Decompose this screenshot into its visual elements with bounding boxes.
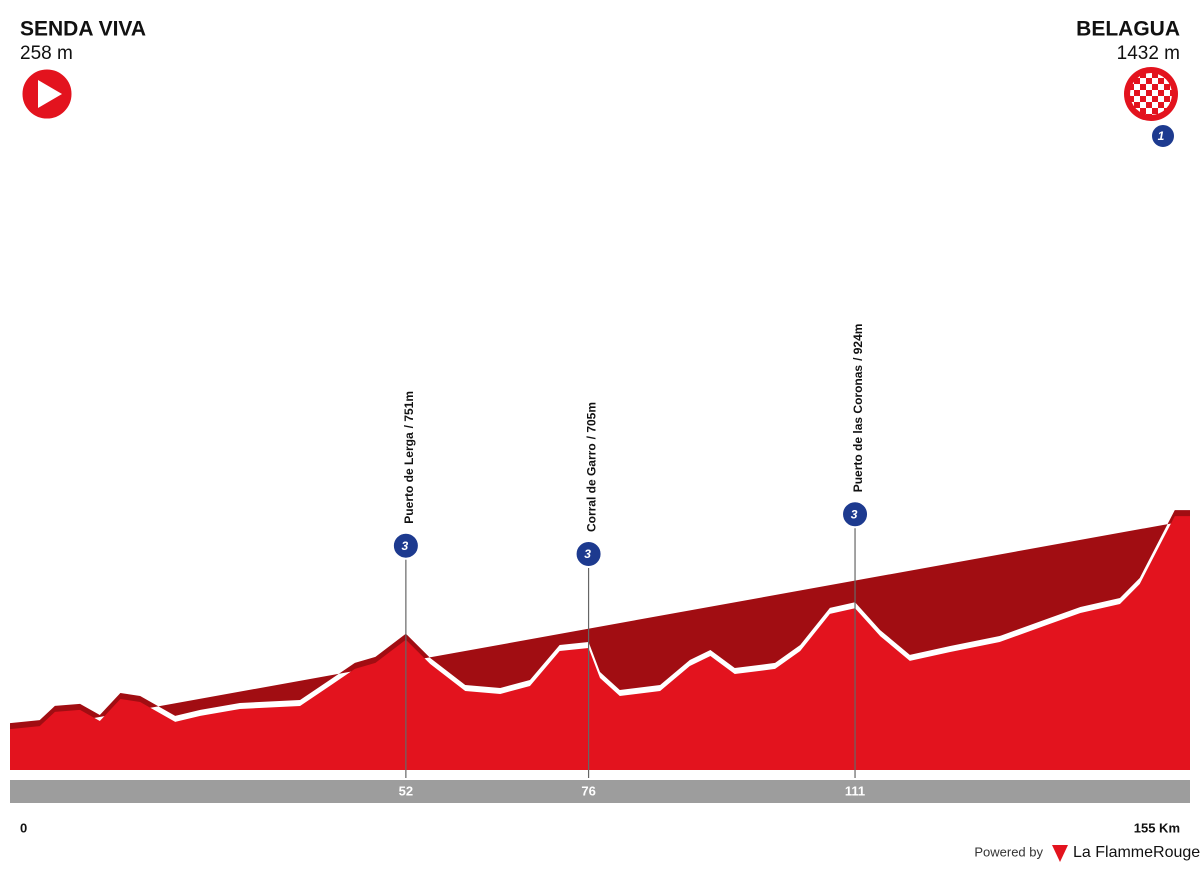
climb-name: Puerto de Lerga / 751m [402, 391, 416, 524]
start-icon [19, 66, 75, 122]
finish-altitude: 1432 m [1117, 43, 1180, 64]
credit-brand: La FlammeRouge [1073, 844, 1200, 861]
climb-altitude: / 751m [402, 391, 416, 428]
start-name: SENDA VIVA [20, 18, 146, 41]
finish-icon [1124, 67, 1178, 121]
x-tick-label: 52 [399, 783, 413, 798]
climb-name: Puerto de las Coronas / 924m [851, 324, 865, 493]
climb-label: Puerto de las Coronas / 924m [851, 324, 865, 493]
climb-badge [841, 500, 870, 529]
climb-badge [574, 540, 603, 569]
category-badge: 3 [584, 547, 591, 561]
x-tick-label: 0 [20, 820, 27, 835]
climb-name: Puerto de las Coronas [851, 365, 865, 493]
climb-name: Corral de Garro [585, 443, 599, 532]
climb-altitude: / 705m [585, 402, 599, 439]
category-badge: 1 [1158, 129, 1165, 143]
climb-label: Corral de Garro / 705m [585, 402, 599, 532]
finish-name: BELAGUA [1076, 18, 1180, 41]
climb-label: Puerto de Lerga / 751m [402, 391, 416, 524]
climb-badge [391, 531, 420, 560]
climb-altitude: / 924m [851, 324, 865, 361]
finish-category: 1 [1150, 123, 1176, 149]
climb-name: Corral de Garro / 705m [585, 402, 599, 532]
x-tick-label: 111 [845, 783, 865, 798]
km-band [10, 780, 1190, 803]
category-badge: 3 [851, 507, 858, 521]
credit: Powered by La FlammeRouge [974, 844, 1200, 862]
climb-name: Puerto de Lerga [402, 432, 416, 524]
x-tick-label: 76 [581, 783, 595, 798]
x-tick-label: 155 Km [1134, 820, 1180, 835]
category-badge: 3 [402, 539, 409, 553]
credit-prefix: Powered by [974, 844, 1043, 859]
elevation-area [10, 516, 1190, 770]
start-altitude: 258 m [20, 43, 73, 64]
